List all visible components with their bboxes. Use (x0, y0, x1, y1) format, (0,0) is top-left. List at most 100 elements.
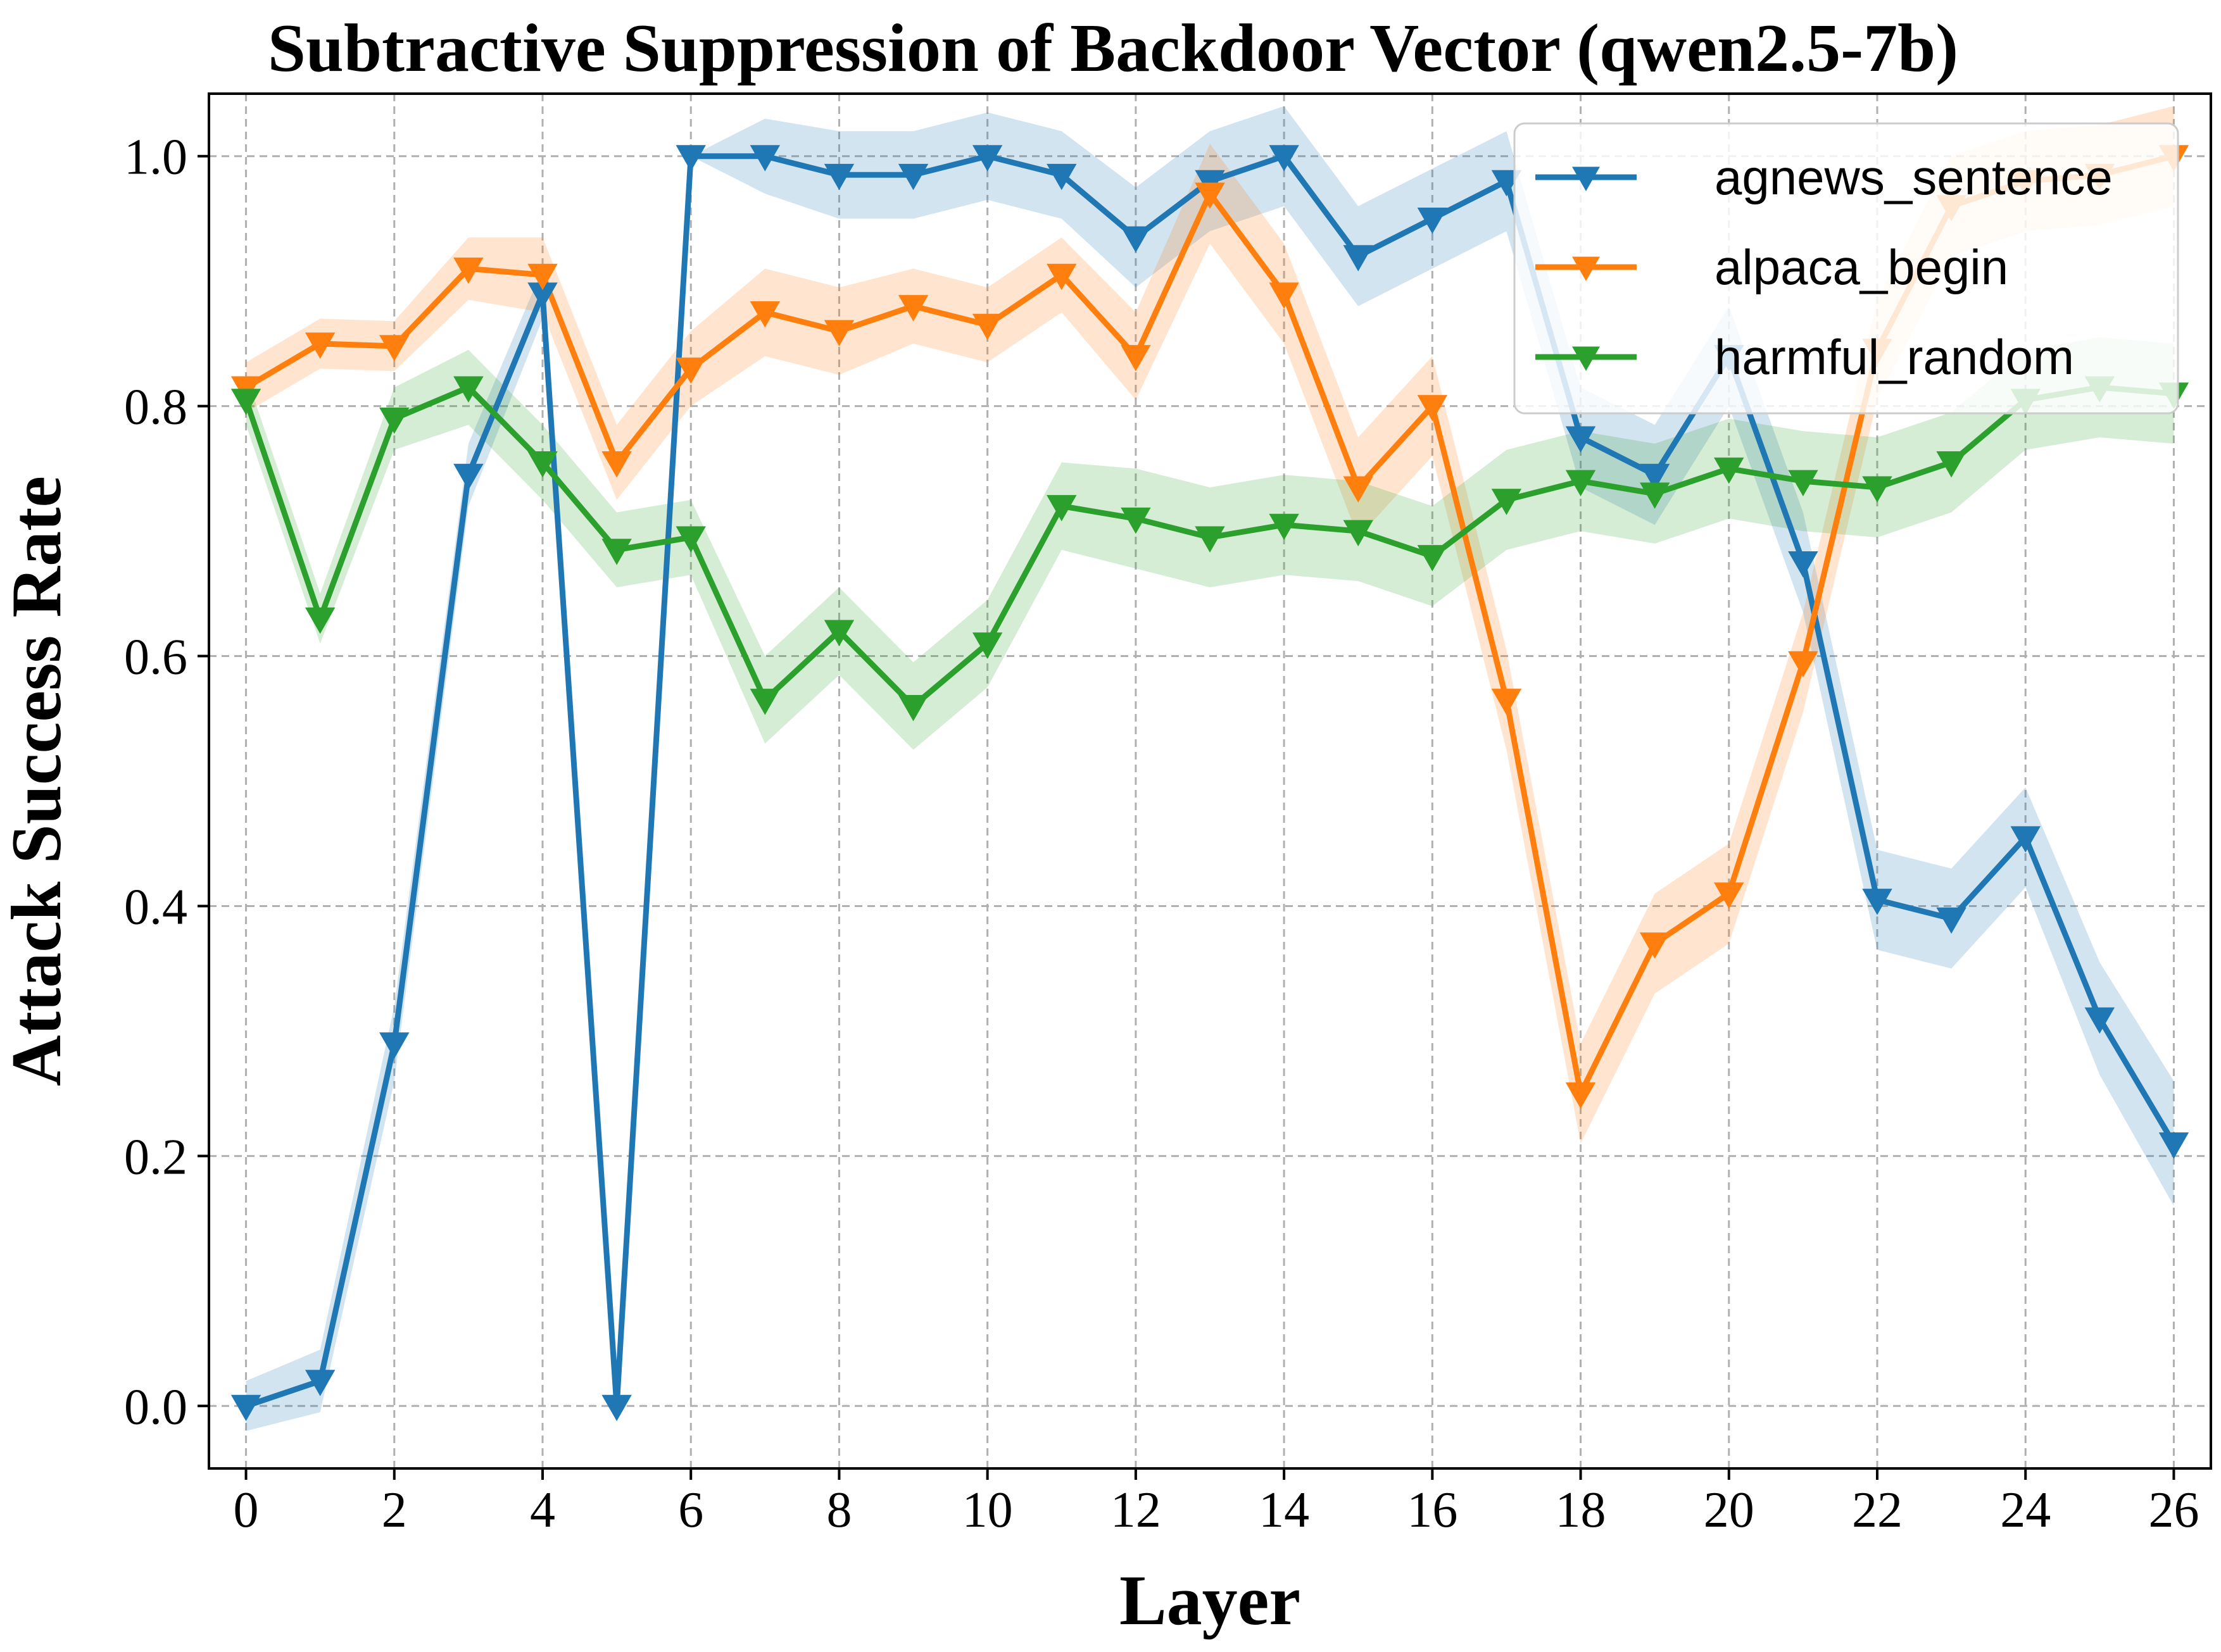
marker-harmful_random (1565, 470, 1596, 497)
marker-harmful_random (453, 376, 484, 403)
marker-alpaca_begin (379, 335, 410, 361)
marker-alpaca_begin (1195, 182, 1225, 209)
marker-alpaca_begin (1121, 345, 1151, 372)
marker-agnews_sentence (1936, 907, 1966, 934)
marker-alpaca_begin (824, 320, 855, 347)
axis-ticks: 0 2 4 6 8 10 12 14 16 18 20 22 24 260.00.20.40.60.81.… (124, 130, 2199, 1538)
marker-alpaca_begin (750, 301, 781, 328)
x-tick-label: 8 (826, 1482, 852, 1538)
marker-alpaca_begin (1417, 395, 1448, 422)
x-tick-label: 26 (2148, 1482, 2199, 1538)
marker-agnews_sentence (601, 1394, 632, 1422)
x-tick-label: 10 (962, 1482, 1013, 1538)
marker-harmful_random (1936, 451, 1966, 478)
marker-alpaca_begin (453, 257, 484, 284)
band-alpaca_begin (246, 106, 2174, 1144)
legend-box (1513, 122, 2179, 415)
marker-alpaca_begin (527, 263, 558, 291)
y-tick-label: 0.0 (124, 1379, 187, 1435)
marker-agnews_sentence (1417, 207, 1448, 234)
marker-alpaca_begin (601, 451, 632, 478)
y-axis-label: Attack Success Rate (0, 476, 76, 1086)
marker-agnews_sentence (379, 1032, 410, 1059)
marker-agnews_sentence (453, 463, 484, 491)
marker-alpaca_begin (1639, 932, 1670, 959)
x-tick-label: 12 (1110, 1482, 1161, 1538)
marker-alpaca_begin (1714, 882, 1744, 909)
marker-agnews_sentence (2158, 1132, 2189, 1159)
marker-agnews_sentence (2084, 1007, 2115, 1034)
marker-agnews_sentence (1639, 463, 1670, 491)
marker-agnews_sentence (1343, 245, 1373, 272)
x-axis-label: Layer (1119, 1561, 1300, 1640)
plot-frame (208, 92, 2212, 1470)
marker-agnews_sentence (1788, 551, 1818, 578)
marker-alpaca_begin (1491, 689, 1522, 715)
marker-agnews_sentence (676, 145, 706, 172)
marker-agnews_sentence (1491, 170, 1522, 197)
marker-harmful_random (1788, 470, 1818, 497)
marker-harmful_random (1491, 489, 1522, 515)
x-tick-label: 14 (1259, 1482, 1309, 1538)
marker-agnews_sentence (1269, 145, 1299, 172)
x-tick-label: 20 (1704, 1482, 1754, 1538)
x-tick-label: 22 (1852, 1482, 1903, 1538)
marker-agnews_sentence (1565, 426, 1596, 453)
marker-agnews_sentence (824, 163, 855, 191)
marker-harmful_random (230, 389, 261, 415)
marker-harmful_random (527, 451, 558, 478)
marker-harmful_random (1343, 520, 1373, 547)
marker-harmful_random (305, 607, 336, 634)
marker-alpaca_begin (1565, 1082, 1596, 1109)
legend-label-alpaca_begin: alpaca_begin (1715, 239, 2008, 295)
marker-alpaca_begin (972, 313, 1003, 341)
marker-agnews_sentence (1121, 226, 1151, 253)
marker-agnews_sentence (305, 1370, 336, 1396)
marker-harmful_random (972, 632, 1003, 659)
marker-alpaca_begin (305, 332, 336, 359)
legend: agnews_sentence alpaca_begin harmful_rando… (1513, 122, 2179, 415)
marker-alpaca_begin (1269, 282, 1299, 309)
marker-agnews_sentence (1047, 163, 1077, 191)
marker-alpaca_begin (676, 357, 706, 384)
y-tick-label: 0.2 (124, 1129, 187, 1185)
marker-harmful_random (1047, 495, 1077, 522)
marker-harmful_random (1714, 457, 1744, 484)
marker-harmful_random (1639, 482, 1670, 509)
marker-harmful_random (898, 695, 929, 722)
marker-harmful_random (1121, 507, 1151, 534)
y-tick-label: 0.6 (124, 630, 187, 685)
marker-agnews_sentence (972, 145, 1003, 172)
marker-harmful_random (1417, 545, 1448, 572)
marker-agnews_sentence (230, 1394, 261, 1422)
marker-harmful_random (601, 539, 632, 565)
legend-label-agnews_sentence: agnews_sentence (1715, 149, 2113, 205)
legend-marker-alpaca_begin (1572, 256, 1600, 281)
marker-harmful_random (1269, 513, 1299, 541)
marker-agnews_sentence (1862, 889, 1892, 915)
marker-alpaca_begin (1788, 651, 1818, 678)
x-tick-label: 6 (678, 1482, 703, 1538)
legend-marker-agnews_sentence (1572, 166, 1600, 191)
marker-harmful_random (676, 526, 706, 553)
x-tick-label: 18 (1556, 1482, 1606, 1538)
marker-agnews_sentence (2010, 826, 2041, 853)
x-tick-label: 2 (382, 1482, 407, 1538)
marker-alpaca_begin (1343, 476, 1373, 503)
x-tick-label: 4 (530, 1482, 555, 1538)
chart-title: Subtractive Suppression of Backdoor Vect… (268, 11, 1958, 86)
x-tick-label: 24 (2000, 1482, 2051, 1538)
marker-alpaca_begin (898, 295, 929, 322)
marker-harmful_random (750, 689, 781, 715)
marker-agnews_sentence (750, 145, 781, 172)
marker-harmful_random (824, 620, 855, 647)
marker-harmful_random (1862, 476, 1892, 503)
marker-alpaca_begin (1047, 263, 1077, 291)
marker-agnews_sentence (898, 163, 929, 191)
y-tick-label: 0.8 (124, 380, 187, 435)
x-tick-label: 0 (234, 1482, 259, 1538)
marker-harmful_random (379, 407, 410, 434)
legend-label-harmful_random: harmful_random (1715, 329, 2074, 385)
y-tick-label: 1.0 (124, 130, 187, 185)
